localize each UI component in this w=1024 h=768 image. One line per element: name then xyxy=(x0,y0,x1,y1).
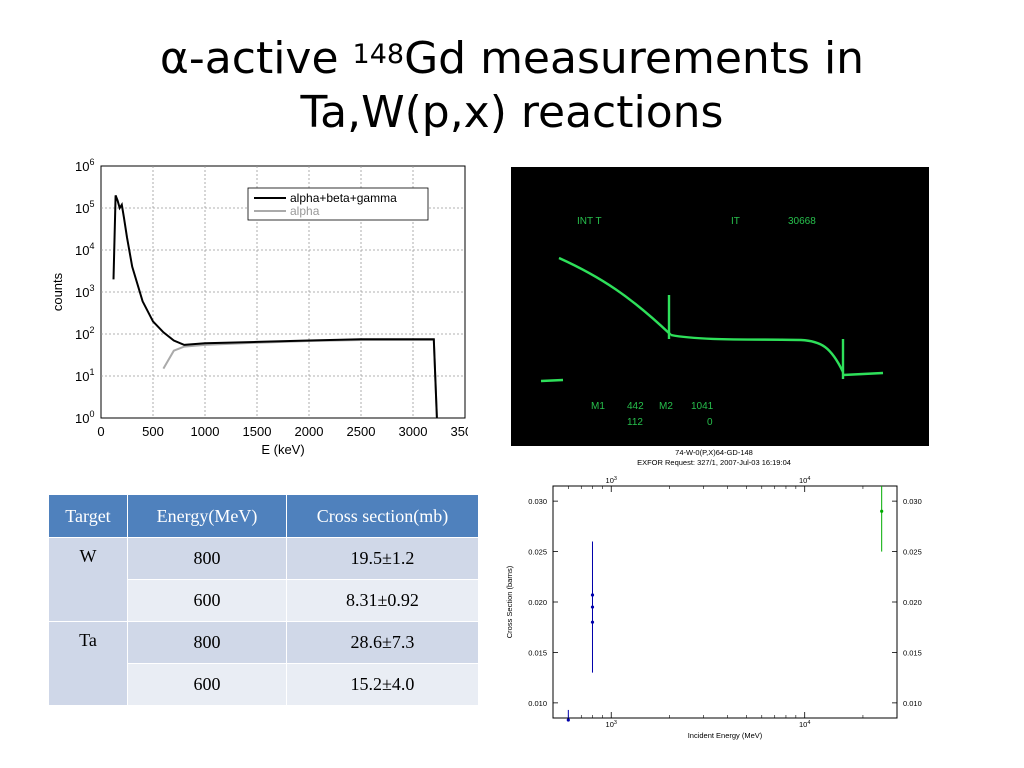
title-line-2: Ta,W(p,x) reactions xyxy=(300,87,724,138)
x-tick-label-bottom: 104 xyxy=(799,720,810,729)
energy-cell: 600 xyxy=(127,663,287,706)
scope-bottom-right: 0 xyxy=(707,417,713,428)
cross-section-cell: 28.6±7.3 xyxy=(286,621,479,664)
y-tick-label-left: 0.015 xyxy=(528,648,547,657)
scope-m2-value: 1041 xyxy=(691,401,714,412)
table-header-row: Target Energy(MeV) Cross section(mb) xyxy=(48,494,479,538)
table-row: W 800 19.5±1.2 xyxy=(48,537,479,622)
mass-number: 148 xyxy=(352,39,405,70)
x-tick-label-top: 104 xyxy=(799,476,810,485)
cross-section-cell: 8.31±0.92 xyxy=(286,579,479,622)
energy-cell: 800 xyxy=(127,537,287,580)
oscilloscope-display: INT T IT 30668 M1 442 M2 1041 112 0 xyxy=(540,216,884,428)
scope-count: 30668 xyxy=(788,216,816,227)
energy-cell: 600 xyxy=(127,579,287,622)
x-tick-label: 0 xyxy=(97,424,104,439)
table-row: 600 8.31±0.92 xyxy=(49,579,479,622)
scope-trace xyxy=(540,256,884,383)
y-tick-label-left: 0.010 xyxy=(528,699,547,708)
table-row: 600 15.2±4.0 xyxy=(49,663,479,706)
cross-section-table: Target Energy(MeV) Cross section(mb) W 8… xyxy=(48,494,479,706)
oscilloscope-screen: INT T IT 30668 M1 442 M2 1041 112 0 xyxy=(511,167,929,446)
y-tick-label: 101 xyxy=(75,367,94,384)
x-tick-label: 2000 xyxy=(295,424,324,439)
energy-spectrum-chart: 0500100015002000250030003500 10010110210… xyxy=(50,157,468,457)
data-point xyxy=(880,509,884,513)
series-line-0 xyxy=(112,195,438,419)
y-tick-label-right: 0.010 xyxy=(903,699,922,708)
header-cross-section: Cross section(mb) xyxy=(286,494,479,538)
scope-m1-label: M1 xyxy=(591,401,605,412)
y-tick-label-left: 0.025 xyxy=(528,548,547,557)
data-point xyxy=(590,593,595,597)
data-point xyxy=(566,718,570,722)
y-tick-labels: 100 101 102 103 104 105 106 xyxy=(75,157,94,426)
series-layer xyxy=(112,195,438,419)
exfor-y-axis-label: Cross Section (barns) xyxy=(505,565,514,638)
data-point xyxy=(590,605,595,609)
y-tick-label: 106 xyxy=(75,157,94,174)
legend-entry-series1: alpha xyxy=(290,204,320,218)
exfor-x-axis-label: Incident Energy (MeV) xyxy=(688,731,763,740)
y-axis-label: counts xyxy=(50,272,65,311)
header-target: Target xyxy=(48,494,128,538)
y-tick-label-right: 0.020 xyxy=(903,598,922,607)
cross-section-cell: 15.2±4.0 xyxy=(286,663,479,706)
y-tick-label: 102 xyxy=(75,325,94,342)
x-tick-label: 1000 xyxy=(191,424,220,439)
y-tick-label: 104 xyxy=(75,241,94,258)
y-tick-label-left: 0.030 xyxy=(528,497,547,506)
exfor-header-line-2: EXFOR Request: 327/1, 2007-Jul-03 16:19:… xyxy=(637,458,791,467)
scope-label-int-t: INT T xyxy=(577,216,602,227)
x-tick-label: 2500 xyxy=(347,424,376,439)
scope-m2-label: M2 xyxy=(659,401,673,412)
scope-m1-value: 442 xyxy=(627,401,644,412)
x-tick-label: 1500 xyxy=(243,424,272,439)
exfor-plot-frame xyxy=(552,485,898,719)
scope-bottom-left: 112 xyxy=(627,417,643,428)
x-tick-labels: 0 500 1000 1500 2000 2500 3000 3500 xyxy=(97,424,468,439)
y-tick-label-right: 0.015 xyxy=(903,648,922,657)
exfor-header-line-1: 74-W-0(P,X)64-GD-148 xyxy=(675,448,753,457)
target-cell: Ta xyxy=(48,621,128,706)
slide-title: α-active 148Gd measurements in Ta,W(p,x)… xyxy=(0,32,1024,140)
cross-section-cell: 19.5±1.2 xyxy=(286,537,479,580)
table-row: Ta 800 28.6±7.3 xyxy=(48,621,479,706)
legend-entry-series0: alpha+beta+gamma xyxy=(290,191,397,205)
y-tick-label-right: 0.025 xyxy=(903,548,922,557)
target-cell: W xyxy=(48,537,128,622)
legend: alpha+beta+gamma alpha xyxy=(247,187,429,221)
y-tick-label-left: 0.020 xyxy=(528,598,547,607)
y-tick-label: 105 xyxy=(75,199,94,216)
title-line-1: α-active 148Gd measurements in xyxy=(159,33,865,84)
x-tick-label-top: 103 xyxy=(606,476,617,485)
energy-cell: 800 xyxy=(127,621,287,664)
x-tick-label: 3500 xyxy=(451,424,468,439)
y-tick-label: 103 xyxy=(75,283,94,300)
x-tick-label-bottom: 103 xyxy=(606,720,617,729)
data-point xyxy=(590,620,595,624)
x-axis-label: E (keV) xyxy=(261,442,304,457)
header-energy: Energy(MeV) xyxy=(127,494,287,538)
scope-label-it: IT xyxy=(731,216,740,227)
x-tick-label: 500 xyxy=(142,424,164,439)
x-tick-label: 3000 xyxy=(399,424,428,439)
y-tick-label: 100 xyxy=(75,409,94,426)
exfor-ticks: 0.010 0.010 0.015 0.015 0.020 0.020 0.025 0.025… xyxy=(528,476,922,729)
exfor-cross-section-chart: 74-W-0(P,X)64-GD-148 EXFOR Request: 327/… xyxy=(505,448,922,740)
exfor-points xyxy=(566,486,884,722)
y-tick-label-right: 0.030 xyxy=(903,497,922,506)
